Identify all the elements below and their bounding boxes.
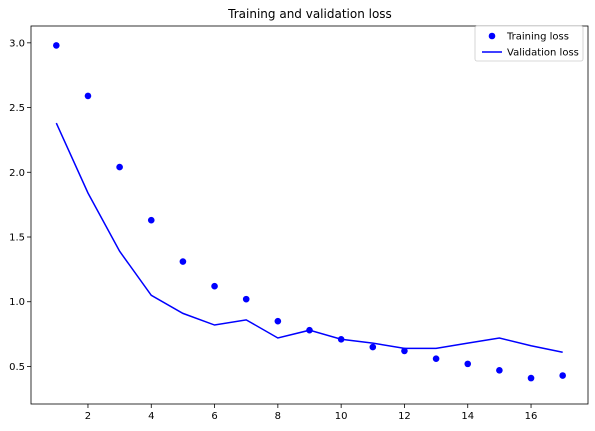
training-loss-point [274, 317, 282, 325]
x-tick-label: 4 [148, 411, 154, 422]
training-loss-point [53, 42, 60, 49]
training-loss-point [242, 295, 250, 303]
y-tick-label: 3.0 [9, 38, 25, 49]
x-tick-label: 16 [525, 411, 538, 422]
x-tick-label: 6 [211, 411, 217, 422]
plot-frame [30, 25, 589, 405]
y-tick-label: 0.5 [9, 362, 25, 373]
training-loss-point [369, 343, 377, 351]
y-tick-label: 2.5 [9, 103, 25, 114]
legend-label: Validation loss [507, 48, 579, 59]
training-loss-point [496, 367, 503, 374]
y-tick-label: 1.5 [9, 233, 25, 244]
y-tick-label: 1.0 [9, 297, 25, 308]
training-loss-point [527, 374, 535, 382]
legend-label: Training loss [506, 32, 569, 43]
training-loss-point [147, 216, 155, 224]
chart-title: Training and validation loss [227, 7, 392, 21]
x-tick-label: 2 [85, 411, 91, 422]
training-loss-point [464, 360, 472, 368]
plot-area: 2 4 6 8 10 12 14 16 0.5 1.0 1.5 2.0 2.5 3.0 Training l… [9, 25, 589, 422]
training-loss-point [179, 258, 187, 265]
legend-marker-swatch [488, 32, 496, 40]
y-tick-label: 2.0 [9, 168, 25, 179]
x-tick-label: 14 [461, 411, 474, 422]
training-loss-point [116, 163, 123, 171]
training-loss-point [211, 282, 218, 290]
training-loss-point [559, 372, 566, 379]
training-loss-point [401, 347, 408, 355]
x-tick-label: 12 [398, 411, 411, 422]
validation-loss-line [55, 122, 563, 353]
x-tick-label: 8 [275, 411, 281, 422]
x-tick-label: 10 [335, 411, 348, 422]
training-loss-point [432, 355, 440, 362]
training-loss-point [84, 92, 92, 100]
